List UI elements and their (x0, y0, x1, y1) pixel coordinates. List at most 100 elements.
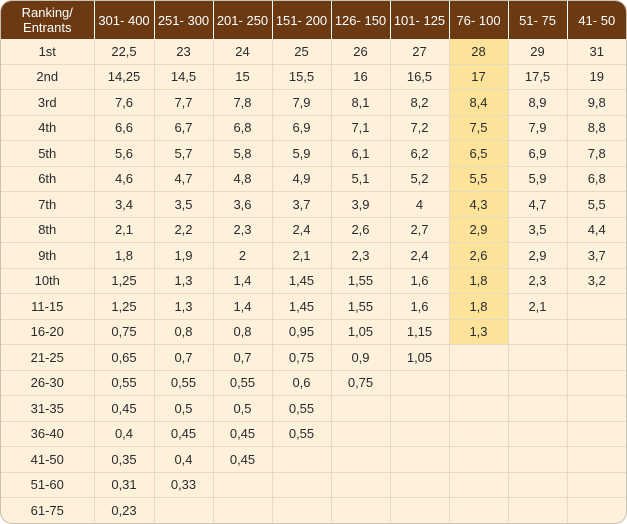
payout-cell: 6,5 (449, 140, 509, 167)
payout-cell: 0,7 (213, 344, 273, 371)
payout-cell: 1,3 (154, 268, 214, 294)
payout-cell: 2,3 (508, 268, 568, 294)
payout-cell (331, 446, 391, 473)
table-row: 5th 5,6 5,7 5,8 5,9 6,1 6,2 6,5 6,9 7,8 (1, 140, 626, 167)
payout-cell: 0,9 (331, 344, 391, 371)
payout-cell: 16 (331, 64, 391, 90)
payout-cell: 3,5 (154, 191, 214, 218)
payout-cell (449, 446, 509, 473)
payout-cell: 6,9 (272, 115, 332, 141)
payout-cell: 5,5 (449, 166, 509, 192)
payout-cell: 8,1 (331, 89, 391, 116)
payout-cell (567, 497, 626, 523)
payout-cell: 2,3 (331, 242, 391, 269)
payout-cell: 5,1 (331, 166, 391, 192)
payout-cell: 0,45 (213, 421, 273, 447)
payout-cell (390, 395, 450, 422)
payout-cell: 1,55 (331, 293, 391, 320)
payout-cell: 0,4 (154, 446, 214, 473)
payout-cell: 0,45 (154, 421, 214, 447)
payout-cell: 0,55 (272, 421, 332, 447)
payout-cell (508, 319, 568, 345)
payout-cell (449, 344, 509, 371)
payout-cell: 2,1 (94, 217, 155, 243)
payout-cell: 1,8 (94, 242, 155, 269)
payout-cell: 8,9 (508, 89, 568, 116)
payout-cell (449, 395, 509, 422)
payout-cell: 28 (449, 39, 509, 65)
payout-cell: 0,55 (154, 370, 214, 396)
payout-cell: 7,6 (94, 89, 155, 116)
payout-cell: 1,3 (154, 293, 214, 320)
payout-cell: 6,8 (213, 115, 273, 141)
payout-cell: 1,25 (94, 293, 155, 320)
payout-cell: 6,1 (331, 140, 391, 167)
payout-cell: 8,8 (567, 115, 626, 141)
payout-cell: 1,6 (390, 268, 450, 294)
payout-cell: 1,3 (449, 319, 509, 345)
payout-cell: 3,4 (94, 191, 155, 218)
payout-cell: 4,6 (94, 166, 155, 192)
payout-cell: 2,3 (213, 217, 273, 243)
rank-cell: 1st (1, 39, 95, 65)
payout-cell: 5,8 (213, 140, 273, 167)
header-entrants-8: 51- 75 (508, 1, 568, 39)
header-ranking-entrants: Ranking/Entrants (1, 1, 95, 39)
payout-cell: 8,2 (390, 89, 450, 116)
rank-cell: 41-50 (1, 446, 95, 473)
payout-cell: 1,55 (331, 268, 391, 294)
table-row: 3rd 7,6 7,7 7,8 7,9 8,1 8,2 8,4 8,9 9,8 (1, 89, 626, 116)
payout-cell: 2,9 (508, 242, 568, 269)
payout-cell (331, 472, 391, 498)
payout-cell (508, 421, 568, 447)
header-entrants-9: 41- 50 (567, 1, 626, 39)
header-entrants-5: 126- 150 (331, 1, 391, 39)
payout-cell: 1,4 (213, 293, 273, 320)
payout-cell: 7,9 (272, 89, 332, 116)
rank-cell: 61-75 (1, 497, 95, 523)
payout-cell (567, 395, 626, 422)
payout-cell (508, 344, 568, 371)
payout-cell: 26 (331, 39, 391, 65)
payout-cell (567, 344, 626, 371)
payout-cell (213, 497, 273, 523)
payout-cell: 6,7 (154, 115, 214, 141)
payout-cell: 7,8 (567, 140, 626, 167)
table-row: 26-30 0,55 0,55 0,55 0,6 0,75 (1, 370, 626, 396)
rank-cell: 10th (1, 268, 95, 294)
payout-cell: 17,5 (508, 64, 568, 90)
payout-cell: 1,6 (390, 293, 450, 320)
payout-cell: 0,75 (272, 344, 332, 371)
payout-cell: 3,7 (567, 242, 626, 269)
payout-cell (567, 472, 626, 498)
payout-cell (272, 446, 332, 473)
table-row: 9th 1,8 1,9 2 2,1 2,3 2,4 2,6 2,9 3,7 (1, 242, 626, 269)
payout-cell: 31 (567, 39, 626, 65)
payout-cell: 4,7 (508, 191, 568, 218)
payout-cell: 1,15 (390, 319, 450, 345)
payout-cell: 14,25 (94, 64, 155, 90)
table-row: 21-25 0,65 0,7 0,7 0,75 0,9 1,05 (1, 344, 626, 371)
payout-cell: 1,45 (272, 293, 332, 320)
payout-cell: 0,7 (154, 344, 214, 371)
rank-cell: 3rd (1, 89, 95, 116)
payout-cell: 4,7 (154, 166, 214, 192)
payout-cell: 0,23 (94, 497, 155, 523)
payout-cell: 15 (213, 64, 273, 90)
payout-cell: 4,8 (213, 166, 273, 192)
payout-cell: 6,8 (567, 166, 626, 192)
table-row: 7th 3,4 3,5 3,6 3,7 3,9 4 4,3 4,7 5,5 (1, 191, 626, 218)
payout-cell (449, 497, 509, 523)
payout-cell: 7,5 (449, 115, 509, 141)
payout-cell: 0,65 (94, 344, 155, 371)
table-row: 41-50 0,35 0,4 0,45 (1, 446, 626, 473)
payout-cell (508, 497, 568, 523)
payout-cell: 1,8 (449, 293, 509, 320)
payout-cell (508, 446, 568, 473)
payout-cell (154, 497, 214, 523)
payout-cell: 1,8 (449, 268, 509, 294)
payout-cell: 9,8 (567, 89, 626, 116)
rank-cell: 36-40 (1, 421, 95, 447)
payout-cell (508, 395, 568, 422)
payout-cell: 23 (154, 39, 214, 65)
